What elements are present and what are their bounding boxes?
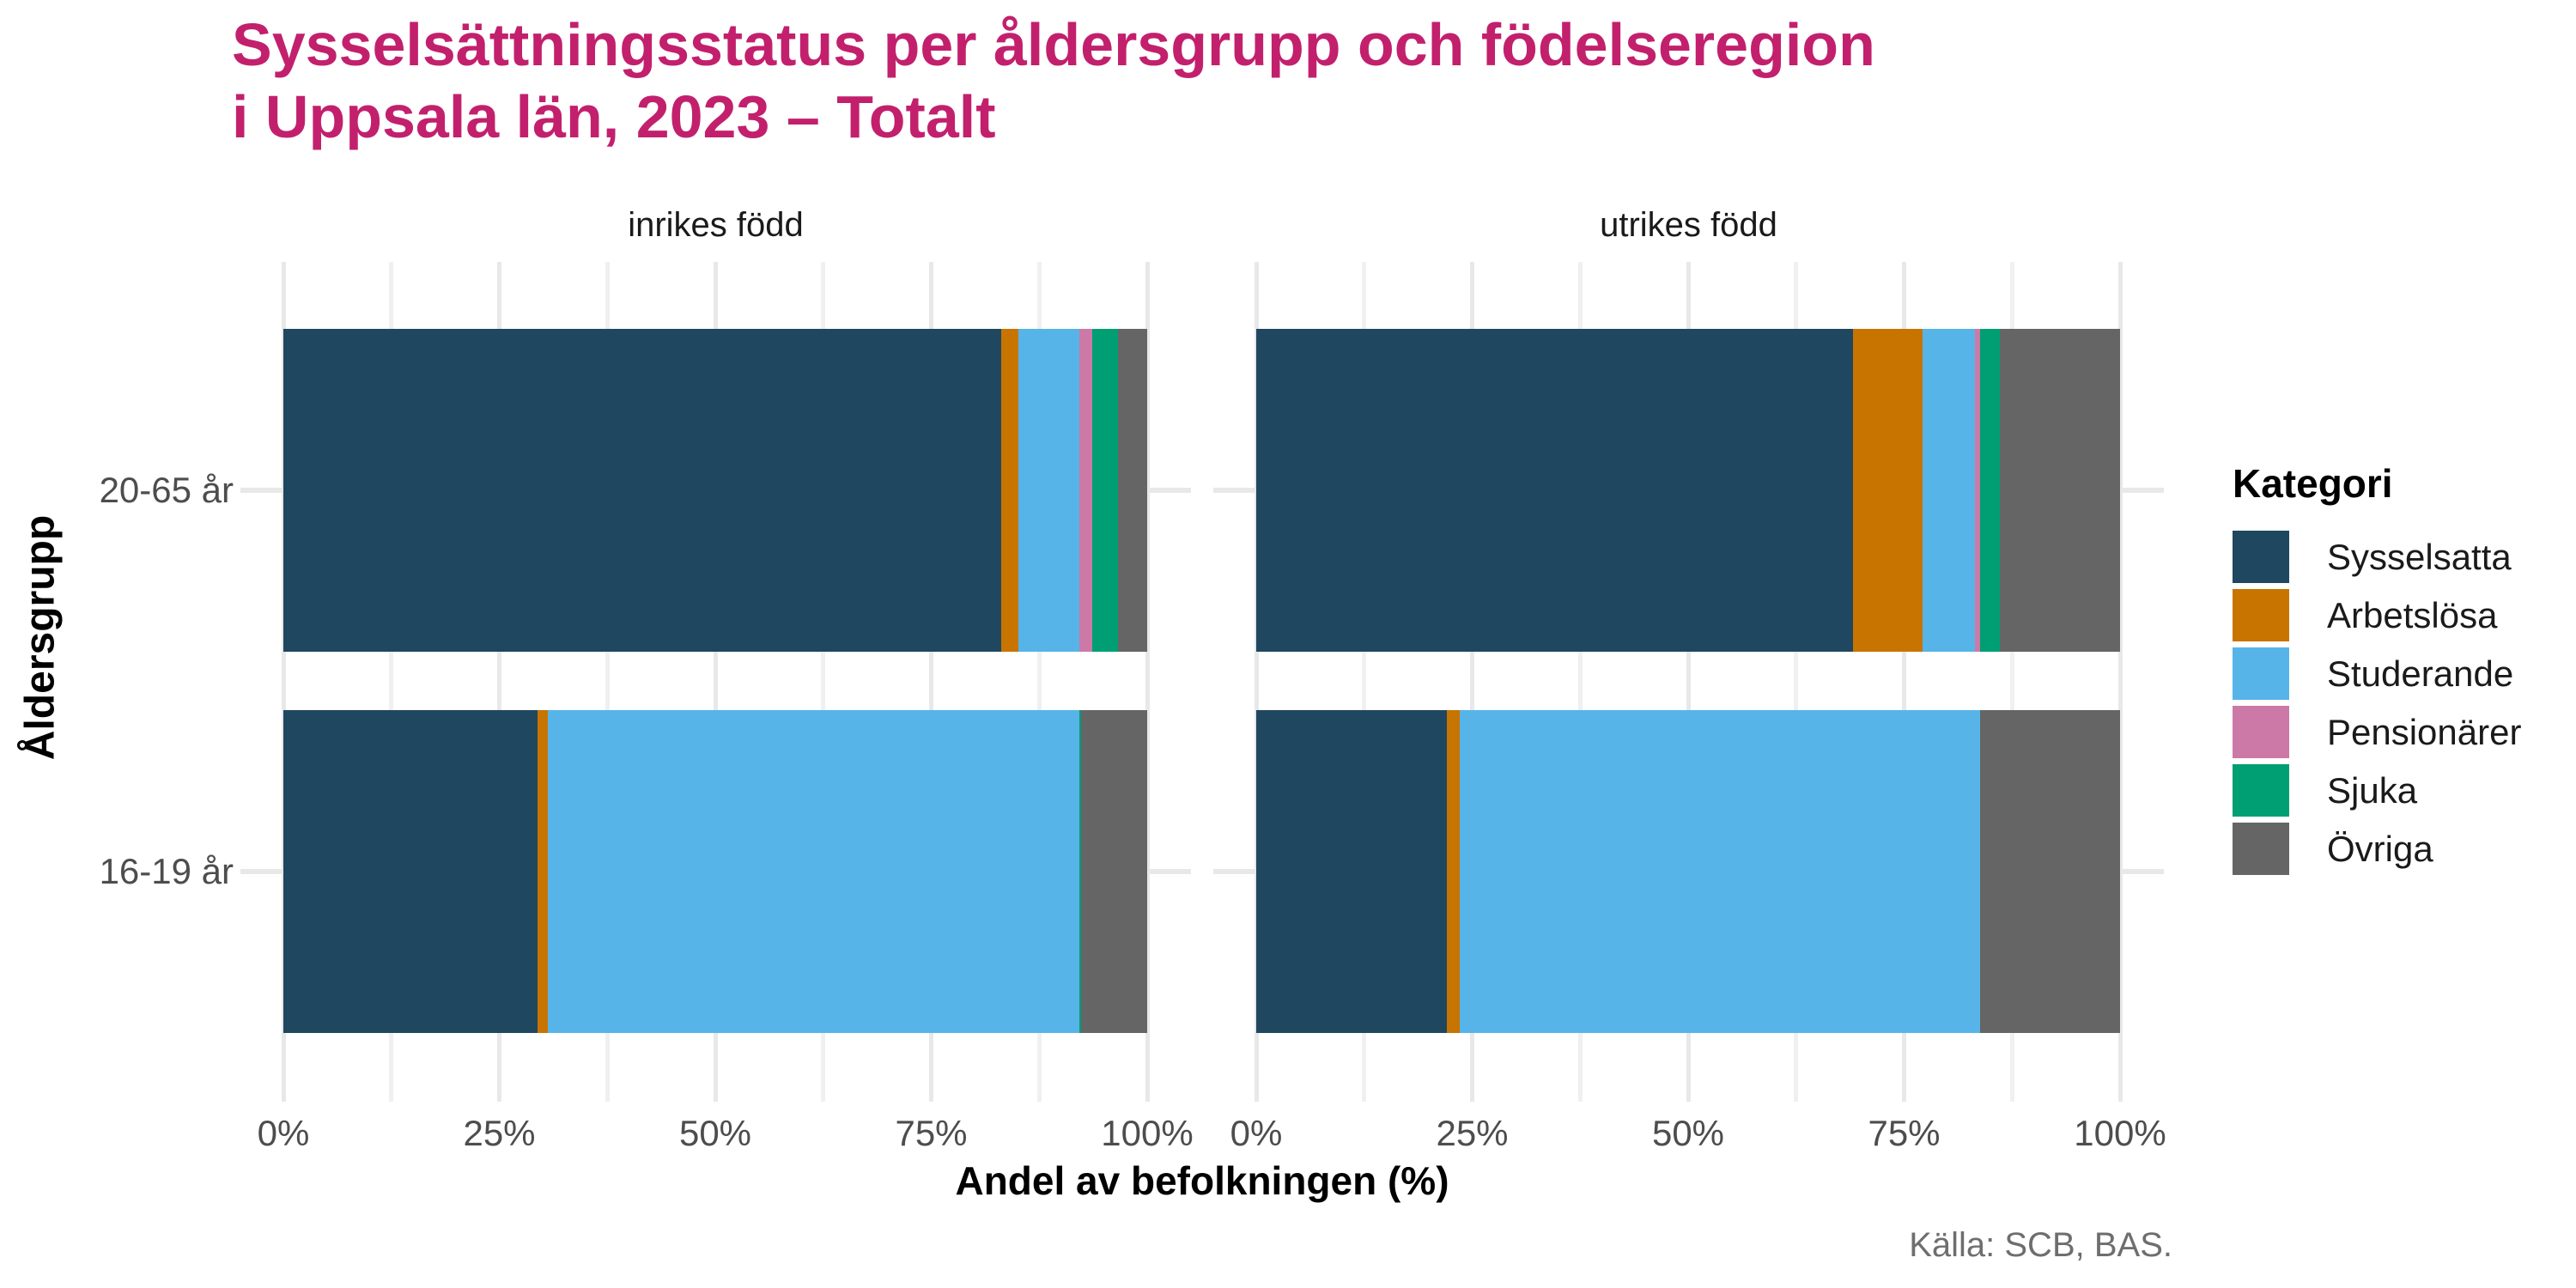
bar-segment-arbetslösa bbox=[1447, 710, 1461, 1033]
bar-segment-arbetslösa bbox=[537, 710, 548, 1033]
gridline-vertical-minor bbox=[821, 262, 826, 1102]
bar-segment-sysselsatta bbox=[283, 710, 538, 1033]
x-tick-label: 50% bbox=[678, 1113, 752, 1153]
bar-segment-arbetslösa bbox=[1853, 329, 1923, 652]
facet-label: utrikes född bbox=[1600, 206, 1777, 244]
legend-items: Sysselsatta Arbetslösa Studerande Pensionär… bbox=[2233, 531, 2521, 875]
bar-segment-övriga bbox=[1980, 710, 2120, 1033]
bar bbox=[1256, 710, 2120, 1033]
legend-item: Arbetslösa bbox=[2233, 589, 2521, 641]
legend-swatch bbox=[2233, 823, 2289, 875]
x-tick-label: 100% bbox=[1101, 1113, 1194, 1153]
legend-item-label: Studerande bbox=[2327, 653, 2514, 694]
x-tick-label: 75% bbox=[895, 1113, 968, 1153]
gridline-vertical-minor bbox=[1036, 262, 1042, 1102]
gridline-vertical-major bbox=[1902, 262, 1906, 1102]
bar-segment-studerande bbox=[1922, 329, 1975, 652]
facet-label: inrikes född bbox=[628, 206, 804, 244]
x-tick-label: 25% bbox=[1436, 1113, 1509, 1153]
x-axis-title: Andel av befolkningen (%) bbox=[955, 1158, 1449, 1203]
gridline-vertical-major bbox=[929, 262, 933, 1102]
legend-item-label: Sysselsatta bbox=[2327, 536, 2512, 577]
gridline-vertical-major bbox=[2117, 262, 2123, 1102]
caption: Källa: SCB, BAS. bbox=[1909, 1226, 2172, 1264]
bar bbox=[283, 710, 1147, 1033]
legend-item-label: Pensionärer bbox=[2327, 711, 2522, 752]
legend-swatch bbox=[2233, 764, 2289, 817]
x-tick-label: 25% bbox=[463, 1113, 536, 1153]
bar-segment-sysselsatta bbox=[283, 329, 1001, 652]
gridline-vertical-minor bbox=[1577, 262, 1583, 1102]
x-tick-label: 75% bbox=[1868, 1113, 1941, 1153]
legend-item: Pensionärer bbox=[2233, 706, 2521, 758]
legend-item: Sysselsatta bbox=[2233, 531, 2521, 583]
legend-swatch bbox=[2233, 706, 2289, 758]
bar-segment-arbetslösa bbox=[1000, 329, 1019, 652]
gridline-vertical-minor bbox=[389, 262, 394, 1102]
legend-item-label: Övriga bbox=[2327, 828, 2433, 869]
x-tick-label: 50% bbox=[1651, 1113, 1725, 1153]
gridline-vertical-major bbox=[1470, 262, 1474, 1102]
bar-segment-sjuka bbox=[1091, 329, 1118, 652]
gridline-vertical-major bbox=[497, 262, 501, 1102]
y-tick-label: 20-65 år bbox=[99, 470, 234, 510]
legend-item: Sjuka bbox=[2233, 764, 2521, 817]
legend-swatch bbox=[2233, 589, 2289, 641]
chart-title: Sysselsättningsstatus per åldersgrupp oc… bbox=[232, 9, 1875, 153]
chart-title-line2: i Uppsala län, 2023 – Totalt bbox=[232, 83, 996, 150]
gridline-vertical-minor bbox=[605, 262, 610, 1102]
bar-segment-sjuka bbox=[1078, 710, 1081, 1033]
x-tick-label: 0% bbox=[257, 1113, 310, 1153]
bar-segment-pensionärer bbox=[1078, 329, 1092, 652]
bar bbox=[1256, 329, 2120, 652]
gridline-vertical-major bbox=[713, 262, 718, 1102]
bar-segment-pensionärer bbox=[1974, 329, 1980, 652]
gridline-vertical-minor bbox=[1794, 262, 1799, 1102]
gridline-vertical-minor bbox=[2009, 262, 2014, 1102]
gridline-vertical-minor bbox=[1362, 262, 1367, 1102]
bar-segment-övriga bbox=[1117, 329, 1147, 652]
bar bbox=[283, 329, 1147, 652]
legend-swatch bbox=[2233, 647, 2289, 700]
bar-segment-studerande bbox=[1018, 329, 1079, 652]
bar-segment-studerande bbox=[1460, 710, 1980, 1033]
legend-item: Studerande bbox=[2233, 647, 2521, 700]
bar-segment-studerande bbox=[547, 710, 1079, 1033]
bar-segment-övriga bbox=[1080, 710, 1147, 1033]
x-tick-label: 100% bbox=[2074, 1113, 2166, 1153]
legend-swatch bbox=[2233, 531, 2289, 583]
bar-segment-sjuka bbox=[1980, 329, 2001, 652]
bar-segment-sysselsatta bbox=[1256, 710, 1448, 1033]
chart-title-line1: Sysselsättningsstatus per åldersgrupp oc… bbox=[232, 11, 1875, 78]
legend-item-label: Sjuka bbox=[2327, 769, 2418, 811]
gridline-vertical-major bbox=[1145, 262, 1150, 1102]
gridline-vertical-major bbox=[1254, 262, 1259, 1102]
legend: Kategori Sysselsatta Arbetslösa Studerande… bbox=[2233, 460, 2521, 881]
legend-title: Kategori bbox=[2233, 461, 2393, 506]
bar-segment-övriga bbox=[2000, 329, 2120, 652]
y-tick-label: 16-19 år bbox=[99, 851, 234, 891]
legend-item: Övriga bbox=[2233, 823, 2521, 875]
bar-segment-sysselsatta bbox=[1256, 329, 1854, 652]
legend-item-label: Arbetslösa bbox=[2327, 594, 2498, 635]
x-tick-label: 0% bbox=[1230, 1113, 1283, 1153]
gridline-vertical-major bbox=[1686, 262, 1691, 1102]
gridline-vertical-major bbox=[281, 262, 286, 1102]
y-axis-title: Åldersgrupp bbox=[17, 514, 64, 761]
